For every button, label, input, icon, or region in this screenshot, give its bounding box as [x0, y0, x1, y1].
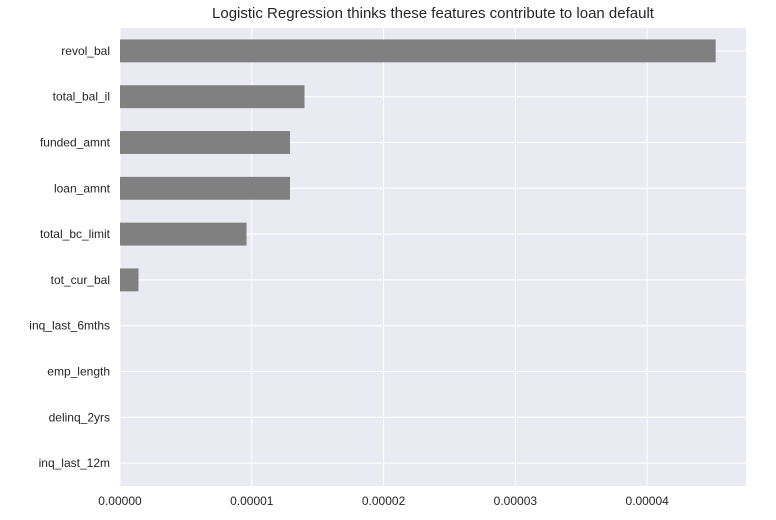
- bar-tot_cur_bal: [120, 268, 139, 292]
- x-tick-label: 0.00002: [362, 494, 406, 508]
- y-tick-label: tot_cur_bal: [51, 273, 110, 287]
- y-tick-label: inq_last_6mths: [29, 319, 110, 333]
- y-tick-label: emp_length: [47, 365, 110, 379]
- x-tick-label: 0.00001: [230, 494, 274, 508]
- x-tick-label: 0.00000: [98, 494, 142, 508]
- y-tick-label: funded_amnt: [40, 136, 111, 150]
- y-tick-label: total_bc_limit: [40, 227, 111, 241]
- chart-title: Logistic Regression thinks these feature…: [212, 5, 654, 22]
- bar-total_bc_limit: [120, 222, 247, 246]
- bar-funded_amnt: [120, 131, 291, 154]
- bar-loan_amnt: [120, 176, 291, 200]
- bar-revol_bal: [120, 39, 716, 63]
- y-tick-label: inq_last_12m: [39, 456, 110, 470]
- bar-total_bal_il: [120, 85, 305, 109]
- y-tick-label: delinq_2yrs: [49, 410, 110, 424]
- x-tick-label: 0.00003: [494, 494, 538, 508]
- y-tick-labels: revol_bal total_bal_il funded_amnt loan_amn…: [29, 44, 110, 470]
- x-tick-label: 0.00004: [625, 494, 669, 508]
- x-tick-labels: 0.00000 0.00001 0.00002 0.00003 0.00004: [98, 494, 669, 508]
- y-tick-label: loan_amnt: [54, 181, 111, 195]
- y-tick-label: revol_bal: [61, 44, 110, 58]
- y-tick-label: total_bal_il: [53, 90, 110, 104]
- bars: [120, 39, 716, 292]
